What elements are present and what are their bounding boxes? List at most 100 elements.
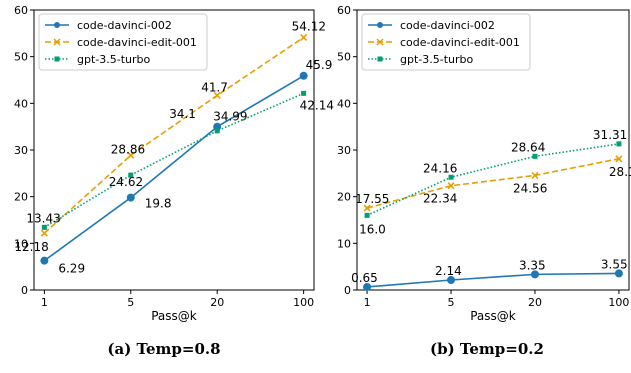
data-point bbox=[300, 33, 308, 42]
series-line-code-davinci-edit-001 bbox=[43, 36, 305, 234]
caption-a: (a) Temp=0.8 bbox=[107, 340, 221, 358]
legend-box bbox=[361, 13, 531, 71]
y-tick-label: 20 bbox=[337, 191, 351, 204]
series-line-code-davinci-002 bbox=[367, 272, 619, 288]
x-marker-stroke bbox=[363, 204, 371, 212]
legend: code-davinci-002 code-davinci-edit-001 gpt… bbox=[361, 13, 531, 71]
legend-marker bbox=[54, 56, 60, 62]
x-marker-stroke bbox=[615, 155, 623, 163]
y-tick-label: 50 bbox=[14, 51, 28, 64]
data-label: 34.99 bbox=[213, 110, 247, 124]
legend-marker bbox=[53, 38, 61, 46]
legend-marker bbox=[377, 56, 383, 62]
legend-label: gpt-3.5-turbo bbox=[77, 53, 150, 66]
x-tick-label: 5 bbox=[448, 296, 455, 309]
data-label: 41.7 bbox=[201, 80, 228, 94]
data-label: 24.62 bbox=[109, 175, 143, 189]
y-tick-label: 60 bbox=[14, 4, 28, 17]
data-point bbox=[127, 151, 135, 159]
legend-label: code-davinci-002 bbox=[77, 19, 172, 32]
data-point bbox=[128, 172, 134, 178]
data-point bbox=[447, 182, 455, 190]
data-point bbox=[448, 174, 454, 180]
data-point bbox=[126, 193, 135, 202]
y-tick-label: 10 bbox=[337, 237, 351, 250]
data-label: 28.86 bbox=[111, 142, 145, 156]
legend-box bbox=[38, 13, 208, 71]
x-marker-stroke bbox=[300, 33, 308, 42]
data-label: 54.12 bbox=[292, 19, 326, 33]
data-point bbox=[213, 91, 221, 99]
data-label: 3.35 bbox=[519, 258, 546, 272]
x-marker-stroke bbox=[127, 151, 135, 159]
legend-marker bbox=[376, 38, 384, 46]
x-tick-label: 20 bbox=[210, 296, 224, 309]
data-label: 12.18 bbox=[14, 240, 48, 254]
data-point bbox=[616, 141, 622, 147]
legend-marker bbox=[377, 22, 383, 28]
data-point bbox=[530, 270, 539, 279]
data-point bbox=[532, 153, 538, 159]
y-tick-label: 20 bbox=[14, 191, 28, 204]
legend-label: code-davinci-edit-001 bbox=[77, 36, 197, 49]
legend-label: code-davinci-002 bbox=[400, 19, 495, 32]
y-tick-label: 50 bbox=[337, 51, 351, 64]
chart-panel-b: 0 10 20 30 40 50 60 1 5 20 100 Pass@k 0.65 2.14 3.35 3.… bbox=[337, 4, 631, 323]
x-marker-stroke bbox=[213, 91, 221, 99]
data-point bbox=[615, 155, 623, 163]
x-marker-stroke bbox=[53, 38, 61, 46]
data-label: 24.56 bbox=[513, 181, 547, 195]
data-point bbox=[299, 71, 308, 80]
data-point bbox=[363, 282, 372, 291]
legend-marker bbox=[54, 22, 60, 28]
data-label: 13.43 bbox=[26, 211, 60, 225]
data-label: 17.55 bbox=[355, 192, 389, 206]
y-tick-label: 0 bbox=[21, 284, 28, 297]
data-label: 45.9 bbox=[306, 58, 333, 72]
y-tick-label: 40 bbox=[337, 97, 351, 110]
chart-panel-a: 0 10 20 30 40 50 60 1 5 20 100 Pass@k 6.29 19.8 34.99 4… bbox=[14, 4, 334, 323]
y-tick-label: 60 bbox=[337, 4, 351, 17]
x-tick-label: 20 bbox=[528, 296, 542, 309]
y-tick-label: 0 bbox=[344, 284, 351, 297]
x-axis-label: Pass@k bbox=[151, 309, 197, 323]
data-label: 28.64 bbox=[511, 140, 545, 154]
x-marker-stroke bbox=[531, 171, 539, 179]
x-tick-label: 1 bbox=[364, 296, 371, 309]
x-tick-label: 100 bbox=[293, 296, 314, 309]
data-point bbox=[364, 212, 370, 218]
y-tick-label: 30 bbox=[14, 144, 28, 157]
data-label: 28.12 bbox=[609, 165, 631, 179]
x-tick-label: 1 bbox=[41, 296, 48, 309]
series-line-code-davinci-002 bbox=[43, 75, 305, 262]
data-label: 31.31 bbox=[593, 128, 627, 142]
data-point bbox=[40, 256, 49, 265]
data-point bbox=[531, 171, 539, 179]
data-label: 24.16 bbox=[423, 161, 457, 175]
y-tick-label: 10 bbox=[14, 237, 28, 250]
legend-label: gpt-3.5-turbo bbox=[400, 53, 473, 66]
y-tick-label: 30 bbox=[337, 144, 351, 157]
data-label: 0.65 bbox=[351, 271, 378, 285]
data-label: 22.34 bbox=[423, 192, 457, 206]
data-label: 34.1 bbox=[169, 107, 196, 121]
data-point bbox=[301, 90, 307, 96]
x-marker-stroke bbox=[376, 38, 384, 46]
legend: code-davinci-002 code-davinci-edit-001 gpt… bbox=[38, 13, 208, 71]
series-line-code-davinci-edit-001 bbox=[366, 157, 620, 209]
legend-label: code-davinci-edit-001 bbox=[400, 36, 520, 49]
data-point bbox=[363, 204, 371, 212]
x-marker-stroke bbox=[447, 182, 455, 190]
x-marker-stroke bbox=[40, 229, 48, 237]
x-axis-label: Pass@k bbox=[470, 309, 516, 323]
data-point bbox=[41, 224, 47, 230]
data-point bbox=[447, 276, 456, 285]
series-line-gpt-3.5-turbo bbox=[366, 143, 620, 217]
data-point bbox=[40, 229, 48, 237]
y-tick-label: 40 bbox=[14, 97, 28, 110]
data-label: 16.0 bbox=[359, 222, 386, 236]
caption-b: (b) Temp=0.2 bbox=[430, 340, 544, 358]
data-label: 19.8 bbox=[145, 197, 172, 211]
series-line-gpt-3.5-turbo bbox=[43, 92, 304, 229]
